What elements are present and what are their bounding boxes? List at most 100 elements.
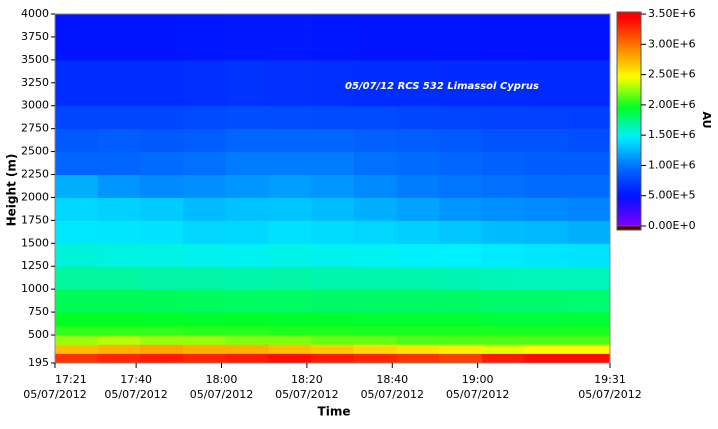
heatmap-cell [97, 151, 141, 176]
x-tick-date: 05/07/2012 [578, 388, 641, 401]
heatmap-cell [396, 289, 440, 313]
heatmap-cell [396, 128, 440, 153]
heatmap-cell [481, 266, 526, 290]
x-tick-date: 05/07/2012 [275, 388, 338, 401]
heatmap-cell [567, 197, 611, 221]
y-tick-label: 2000 [21, 190, 49, 203]
heatmap-cell [353, 325, 398, 336]
heatmap-cell [183, 335, 227, 345]
heatmap-cell [140, 220, 184, 244]
heatmap-cell [396, 105, 440, 130]
heatmap-cell [140, 59, 184, 107]
heatmap-cell [524, 105, 568, 130]
heatmap-cell [183, 220, 227, 244]
heatmap-cell [353, 353, 398, 364]
heatmap-cell [225, 243, 269, 267]
heatmap-cell [524, 289, 568, 313]
heatmap-cell [567, 14, 611, 61]
heatmap-cell [97, 105, 141, 130]
heatmap-cell [311, 220, 355, 244]
heatmap-cell [97, 128, 141, 153]
heatmap-cell [225, 105, 269, 130]
heatmap-cell [481, 197, 526, 221]
heatmap-cell [524, 325, 568, 336]
heatmap-cell [311, 344, 355, 354]
heatmap-cell [524, 312, 568, 327]
heatmap-cell [311, 266, 355, 290]
heatmap-cell [524, 266, 568, 290]
heatmap-cell [353, 197, 398, 221]
heatmap-cell [311, 174, 355, 198]
heatmap-cell [97, 197, 141, 221]
colorbar-tick-label: 0.00E+0 [648, 219, 696, 232]
heatmap-cell [567, 128, 611, 153]
colorbar-tick-label: 3.00E+6 [648, 37, 696, 50]
heatmap-cell [481, 289, 526, 313]
heatmap-cell [311, 289, 355, 313]
heatmap-cell [396, 220, 440, 244]
heatmap-cell [439, 105, 483, 130]
heatmap-cell [55, 335, 99, 345]
heatmap-cell [140, 353, 184, 364]
heatmap-cell [183, 325, 227, 336]
heatmap-cell [268, 174, 312, 198]
heatmap-cell [140, 243, 184, 267]
heatmap-cell [268, 243, 312, 267]
heatmap-cell [268, 266, 312, 290]
heatmap-cell [55, 14, 99, 61]
colorbar-tick-label: 2.00E+6 [648, 98, 696, 111]
heatmap-cell [396, 312, 440, 327]
heatmap-cell [55, 289, 99, 313]
heatmap-cell [140, 335, 184, 345]
heatmap-cell [183, 197, 227, 221]
x-tick-date: 05/07/2012 [190, 388, 253, 401]
heatmap-cell [225, 344, 269, 354]
x-tick-label: 17:21 [55, 373, 87, 386]
heatmap-cell [396, 353, 440, 364]
heatmap-cell [183, 353, 227, 364]
x-tick-date: 05/07/2012 [446, 388, 509, 401]
heatmap-cell [439, 128, 483, 153]
heatmap-cell [55, 197, 99, 221]
heatmap-cell [183, 14, 227, 61]
x-tick-date: 05/07/2012 [361, 388, 424, 401]
heatmap-cell [353, 174, 398, 198]
heatmap-cell [353, 312, 398, 327]
heatmap-cell [268, 105, 312, 130]
heatmap-cell [481, 325, 526, 336]
heatmap-cell [439, 197, 483, 221]
heatmap-cell [353, 266, 398, 290]
colorbar [616, 11, 642, 227]
heatmap-cell [353, 105, 398, 130]
colorbar-tick-label: 1.50E+6 [648, 128, 696, 141]
heatmap-cell [481, 335, 526, 345]
heatmap-cell [524, 14, 568, 61]
y-tick-label: 2750 [21, 122, 49, 135]
heatmap-cell [97, 243, 141, 267]
heatmap-cell [439, 325, 483, 336]
y-tick-label: 195 [28, 356, 49, 369]
y-tick-label: 1500 [21, 236, 49, 249]
heatmap-cell [311, 353, 355, 364]
heatmap-cell [140, 105, 184, 130]
heatmap-cell [268, 335, 312, 345]
heatmap-cell [183, 266, 227, 290]
heatmap-cell [55, 344, 99, 354]
heatmap-cell [481, 174, 526, 198]
heatmap-cell [567, 325, 611, 336]
y-tick-label: 3000 [21, 99, 49, 112]
heatmap-cell [567, 335, 611, 345]
heatmap-cell [140, 128, 184, 153]
heatmap-cell [439, 220, 483, 244]
heatmap-cell [311, 197, 355, 221]
x-tick-label: 19:31 [594, 373, 626, 386]
heatmap-cell [140, 312, 184, 327]
heatmap-cell [311, 59, 355, 107]
heatmap-cell [140, 289, 184, 313]
heatmap-cell [268, 353, 312, 364]
colorbar-underflow [616, 225, 642, 231]
heatmap-cell [481, 59, 526, 107]
x-tick-label: 18:20 [291, 373, 323, 386]
heatmap-cell [140, 151, 184, 176]
